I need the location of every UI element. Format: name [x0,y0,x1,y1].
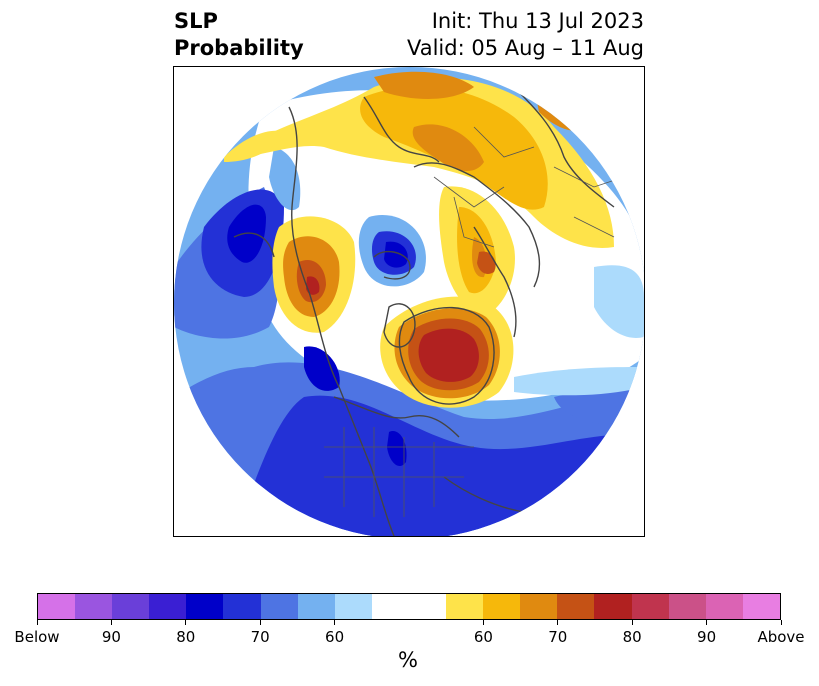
colorbar-segment [75,594,113,619]
colorbar-tick-mark [185,620,187,625]
colorbar-segment [705,594,743,619]
colorbar [37,593,781,620]
colorbar-segment [223,594,261,619]
colorbar-segment [112,594,150,619]
colorbar-tick-label: Below [14,628,60,646]
colorbar-segment [371,594,409,619]
colorbar-tick-mark [631,620,633,625]
valid-range: Valid: 05 Aug – 11 Aug [406,36,644,60]
colorbar-segment [297,594,335,619]
colorbar-tick-mark [482,620,484,625]
colorbar-unit: % [398,648,418,672]
colorbar-segment [668,594,706,619]
colorbar-segment [186,594,224,619]
colorbar-tick-mark [259,620,261,625]
colorbar-segment [446,594,484,619]
colorbar-tick-mark [334,620,336,625]
title-line-1: SLP [174,9,218,33]
colorbar-segment [594,594,632,619]
country-borders [324,126,625,517]
init-date: Init: Thu 13 Jul 2023 [431,9,644,33]
probability-fields [174,67,644,536]
colorbar-tick-label: 80 [622,628,642,646]
colorbar-segment [334,594,372,619]
colorbar-tick-mark [110,620,112,625]
colorbar-tick-label: 70 [548,628,568,646]
map-canvas [174,67,644,536]
coastlines [233,86,615,536]
map-title: SLP Probability [174,8,304,62]
colorbar-tick-label: 80 [176,628,196,646]
colorbar-segment [260,594,298,619]
colorbar-tick-mark [557,620,559,625]
colorbar-segment [742,594,780,619]
colorbar-segment [38,594,76,619]
colorbar-tick-mark [706,620,708,625]
colorbar-segment [408,594,447,619]
colorbar-tick-label: 90 [697,628,717,646]
colorbar-tick-label: 60 [473,628,493,646]
colorbar-segment [483,594,521,619]
forecast-dates: Init: Thu 13 Jul 2023 Valid: 05 Aug – 11… [407,8,644,62]
colorbar-segment [149,594,187,619]
colorbar-tick-mark [36,620,38,625]
colorbar-tick-label: 90 [101,628,121,646]
colorbar-segment [557,594,595,619]
colorbar-segment [520,594,558,619]
colorbar-tick-label: 60 [325,628,345,646]
title-line-2: Probability [174,36,304,60]
colorbar-tick-label: 70 [250,628,270,646]
probability-map [173,66,645,537]
colorbar-tick-mark [780,620,782,625]
colorbar-tick-label: Above [757,628,805,646]
colorbar-segment [631,594,669,619]
